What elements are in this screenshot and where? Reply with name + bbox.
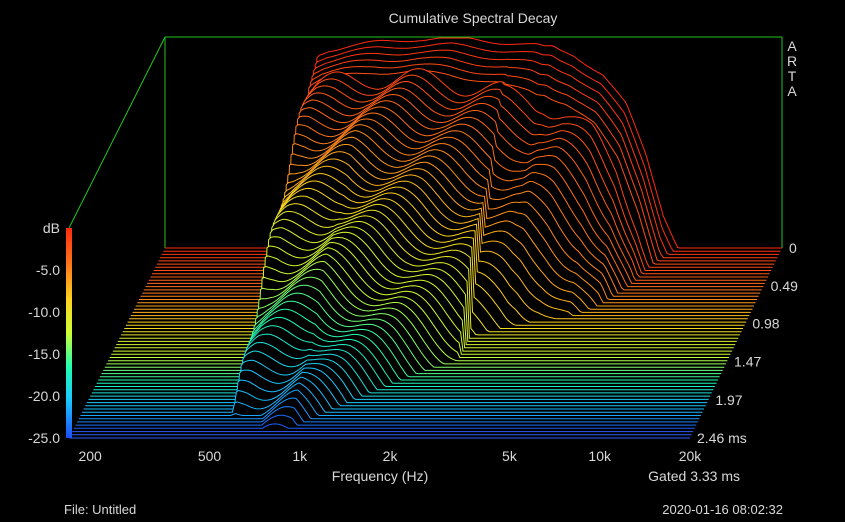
z-tick-label: -5.0 bbox=[36, 262, 60, 278]
x-tick-label: 500 bbox=[198, 448, 222, 464]
time-tick-label: 2.46 ms bbox=[697, 430, 747, 446]
decay-slice bbox=[78, 397, 700, 420]
x-tick-label: 200 bbox=[78, 448, 102, 464]
x-axis-label: Frequency (Hz) bbox=[332, 468, 428, 484]
file-name: File: Untitled bbox=[64, 502, 137, 517]
brand-letter: A bbox=[787, 83, 797, 99]
decay-slice bbox=[80, 389, 701, 416]
brand-letter: T bbox=[788, 68, 797, 84]
z-tick-label: -25.0 bbox=[28, 430, 60, 446]
z-tick-label: -20.0 bbox=[28, 388, 60, 404]
x-axis-ticks: 200 500 1k 2k 5k 10k 20k bbox=[78, 448, 702, 464]
time-axis-ticks: 0 0.49 0.98 1.47 1.97 2.46 ms bbox=[697, 240, 798, 446]
frame-top-diagonal bbox=[68, 36, 166, 229]
x-tick-label: 20k bbox=[679, 448, 703, 464]
z-tick-label: -10.0 bbox=[28, 304, 60, 320]
decay-slice bbox=[75, 414, 697, 426]
time-tick-label: 1.97 bbox=[715, 392, 742, 408]
z-axis-ticks: dB -5.0 -10.0 -15.0 -20.0 -25.0 bbox=[28, 220, 60, 446]
decay-slice bbox=[73, 423, 695, 429]
time-tick-label: 0.49 bbox=[771, 278, 798, 294]
x-tick-label: 1k bbox=[292, 448, 308, 464]
x-tick-label: 2k bbox=[383, 448, 399, 464]
time-tick-label: 1.47 bbox=[734, 354, 761, 370]
timestamp: 2020-01-16 08:02:32 bbox=[662, 502, 783, 517]
x-tick-label: 5k bbox=[502, 448, 518, 464]
brand-letter: R bbox=[787, 53, 797, 69]
decay-slice bbox=[77, 406, 698, 423]
time-tick-label: 0 bbox=[789, 240, 797, 256]
decay-slice bbox=[82, 382, 703, 413]
decay-slices bbox=[69, 37, 782, 439]
time-tick-label: 0.98 bbox=[752, 316, 779, 332]
chart-title: Cumulative Spectral Decay bbox=[389, 10, 558, 26]
gating-label: Gated 3.33 ms bbox=[648, 468, 740, 484]
z-tick-label: dB bbox=[43, 220, 60, 236]
z-tick-label: -15.0 bbox=[28, 346, 60, 362]
color-scale-bar bbox=[66, 228, 72, 438]
brand-letter: A bbox=[787, 38, 797, 54]
x-tick-label: 10k bbox=[588, 448, 612, 464]
decay-slice bbox=[83, 376, 704, 410]
